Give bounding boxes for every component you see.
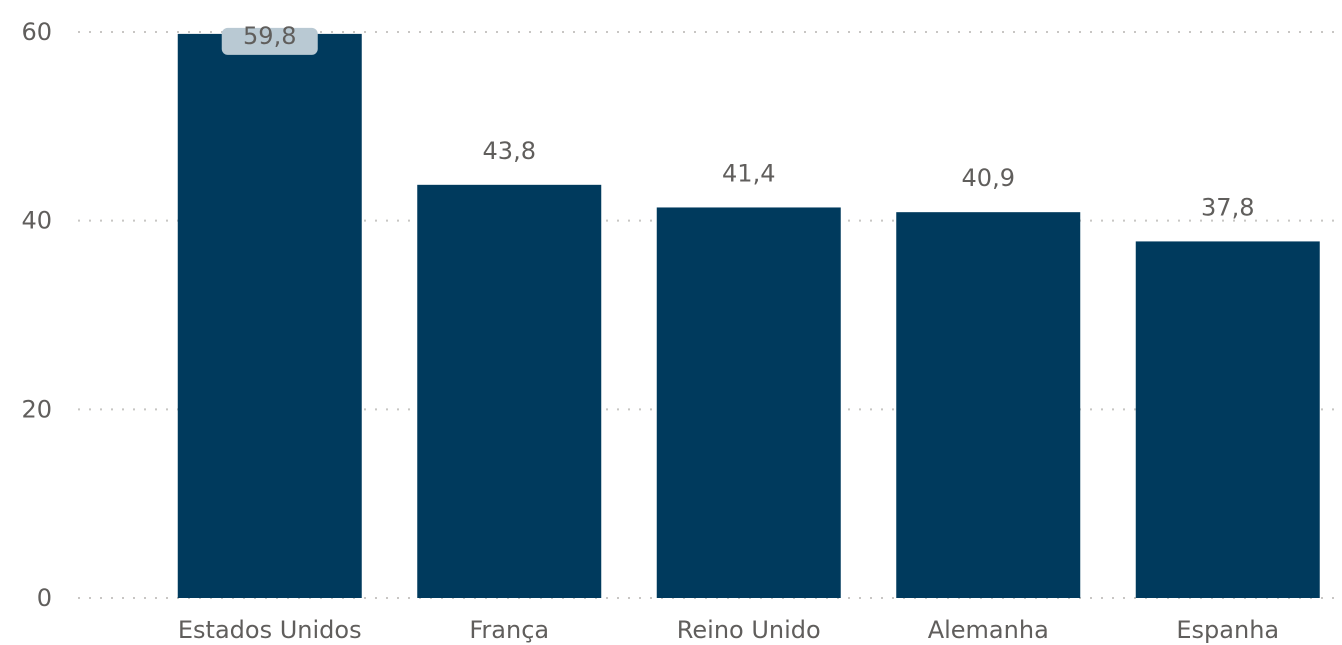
bar[interactable] [177, 33, 362, 599]
bars [177, 33, 1320, 599]
y-axis: 0 20 40 60 [21, 18, 52, 612]
y-tick-label: 40 [21, 207, 52, 235]
y-tick-label: 0 [37, 584, 52, 612]
bar[interactable] [656, 207, 841, 598]
x-tick-label: Reino Unido [677, 616, 821, 644]
data-labels: 59,8 43,8 41,4 40,9 37,8 [221, 22, 1254, 221]
bar[interactable] [896, 212, 1081, 598]
bar[interactable] [1135, 241, 1320, 599]
data-label: 59,8 [243, 22, 296, 50]
x-tick-label: França [469, 616, 549, 644]
x-axis: Estados Unidos França Reino Unido Alemanha E… [178, 616, 1279, 644]
data-label-badge [221, 27, 318, 55]
x-tick-label: Espanha [1176, 616, 1279, 644]
data-label: 43,8 [483, 137, 536, 165]
x-tick-label: Alemanha [928, 616, 1049, 644]
y-tick-label: 60 [21, 18, 52, 46]
y-tick-label: 20 [21, 395, 52, 423]
data-label: 40,9 [962, 164, 1015, 192]
data-label: 41,4 [722, 159, 775, 187]
data-label: 37,8 [1201, 193, 1254, 221]
x-tick-label: Estados Unidos [178, 616, 362, 644]
bar[interactable] [417, 184, 602, 598]
